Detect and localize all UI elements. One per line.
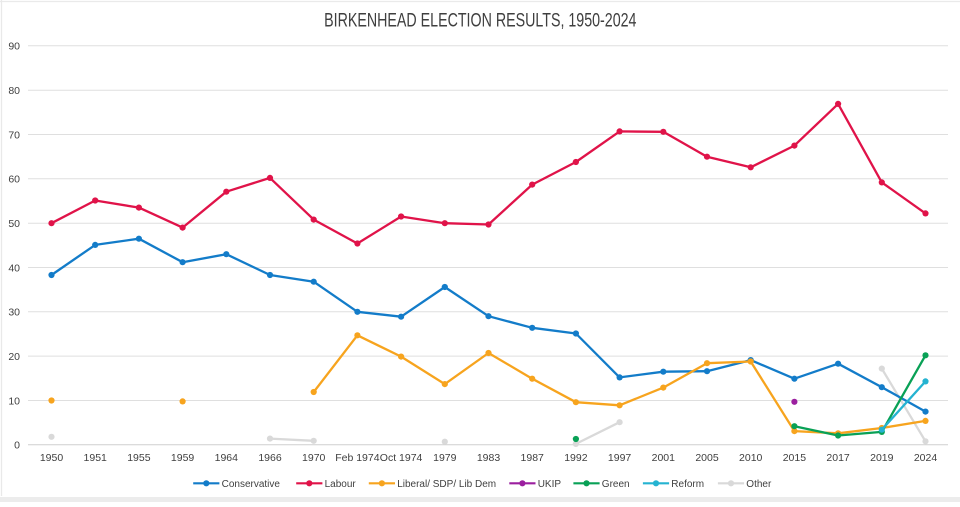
svg-text:1959: 1959 [171, 452, 195, 464]
svg-text:1992: 1992 [564, 452, 588, 464]
svg-text:Oct 1974: Oct 1974 [380, 452, 423, 464]
svg-text:0: 0 [14, 440, 20, 452]
svg-text:1987: 1987 [521, 452, 545, 464]
svg-text:2017: 2017 [826, 452, 850, 464]
svg-text:90: 90 [8, 41, 20, 53]
svg-text:2010: 2010 [739, 452, 763, 464]
svg-text:1964: 1964 [215, 452, 239, 464]
svg-text:80: 80 [8, 85, 20, 97]
svg-text:1955: 1955 [127, 452, 151, 464]
svg-text:2005: 2005 [695, 452, 719, 464]
svg-text:1970: 1970 [302, 452, 326, 464]
svg-text:Labour: Labour [325, 479, 357, 490]
svg-text:2019: 2019 [870, 452, 894, 464]
svg-text:1950: 1950 [40, 452, 64, 464]
svg-text:Green: Green [602, 479, 630, 490]
svg-text:10: 10 [8, 395, 20, 407]
svg-text:Feb 1974: Feb 1974 [335, 452, 380, 464]
svg-text:40: 40 [8, 262, 20, 274]
svg-text:2024: 2024 [914, 452, 938, 464]
svg-text:Conservative: Conservative [222, 479, 281, 490]
svg-text:70: 70 [8, 129, 20, 141]
svg-text:2015: 2015 [783, 452, 807, 464]
svg-text:BIRKENHEAD ELECTION RESULTS, 1: BIRKENHEAD ELECTION RESULTS, 1950-2024 [324, 9, 636, 30]
svg-text:Other: Other [746, 479, 772, 490]
svg-text:50: 50 [8, 218, 20, 230]
svg-text:Reform: Reform [671, 479, 704, 490]
svg-text:1951: 1951 [84, 452, 108, 464]
svg-text:Liberal/ SDP/ Lib Dem: Liberal/ SDP/ Lib Dem [397, 479, 496, 490]
svg-text:20: 20 [8, 351, 20, 363]
svg-text:1983: 1983 [477, 452, 501, 464]
svg-text:30: 30 [8, 307, 20, 319]
svg-text:2001: 2001 [652, 452, 676, 464]
svg-text:1997: 1997 [608, 452, 632, 464]
svg-text:UKIP: UKIP [538, 479, 562, 490]
svg-text:60: 60 [8, 174, 20, 186]
svg-text:1966: 1966 [258, 452, 282, 464]
svg-text:1979: 1979 [433, 452, 457, 464]
